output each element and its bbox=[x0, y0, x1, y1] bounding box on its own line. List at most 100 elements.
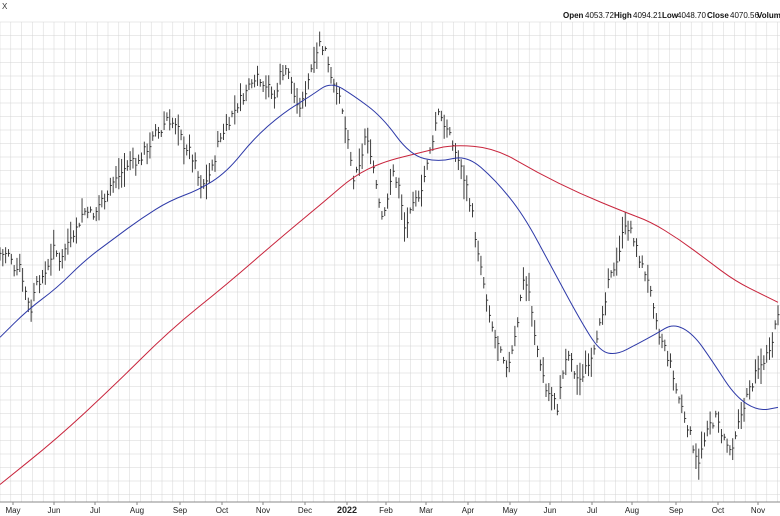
ohlc-bar bbox=[517, 317, 520, 328]
ohlc-bar bbox=[282, 65, 285, 81]
ohlc-bar bbox=[118, 158, 121, 190]
ohlc-bar bbox=[409, 207, 412, 214]
ohlc-bar bbox=[53, 229, 56, 260]
ohlc-bar bbox=[194, 152, 197, 170]
ohlc-bar bbox=[361, 143, 364, 170]
ohlc-bar bbox=[681, 394, 684, 414]
ohlc-bar bbox=[197, 171, 200, 186]
ohlc-bar bbox=[771, 332, 774, 358]
ohlc-bar bbox=[341, 108, 344, 114]
ohlc-bar bbox=[135, 157, 138, 176]
ohlc-bar bbox=[203, 179, 206, 189]
ohlc-bar bbox=[174, 118, 178, 135]
ohlc-bar bbox=[568, 350, 571, 361]
ohlc-bar bbox=[44, 261, 47, 285]
ohlc-bar bbox=[5, 247, 8, 264]
ohlc-bar bbox=[480, 255, 483, 276]
ohlc-bar bbox=[670, 353, 673, 368]
ohlc-bar bbox=[624, 212, 627, 235]
ohlc-bar bbox=[177, 114, 180, 146]
ohlc-bar bbox=[582, 364, 585, 382]
ohlc-bar bbox=[25, 286, 28, 300]
ohlc-bar bbox=[472, 203, 475, 218]
ohlc-bar bbox=[245, 84, 248, 102]
ohlc-bar bbox=[737, 409, 740, 429]
ohlc-bar bbox=[571, 352, 574, 372]
ohlc-bar bbox=[457, 150, 460, 171]
ohlc-bar bbox=[446, 119, 449, 138]
ohlc-bar bbox=[421, 174, 424, 207]
ohlc-bar bbox=[401, 194, 404, 220]
ohlc-bar bbox=[613, 262, 616, 277]
x-tick-label: Nov bbox=[751, 506, 765, 515]
ohlc-bar bbox=[692, 445, 695, 454]
ohlc-bar bbox=[463, 165, 466, 200]
ohlc-bar bbox=[667, 350, 670, 367]
ohlc-bar bbox=[276, 82, 279, 98]
ohlc-bar bbox=[256, 65, 260, 86]
ohlc-bar bbox=[701, 431, 704, 459]
ohlc-bar bbox=[554, 393, 557, 410]
ohlc-bar bbox=[61, 249, 64, 269]
ohlc-bar bbox=[644, 271, 647, 282]
x-tick-label: Sep bbox=[669, 506, 684, 515]
ohlc-bar bbox=[157, 126, 161, 139]
ohlc-bar bbox=[514, 325, 517, 347]
ohlc-bar bbox=[491, 321, 494, 332]
ohlc-bar bbox=[242, 93, 245, 105]
price-bars bbox=[0, 31, 780, 480]
ohlc-bar bbox=[602, 305, 605, 325]
ohlc-bar bbox=[84, 208, 87, 216]
ohlc-bar bbox=[406, 207, 409, 238]
ohlc-bar bbox=[627, 220, 630, 241]
chart-grid bbox=[0, 21, 780, 502]
ohlc-bar bbox=[285, 65, 288, 75]
ohlc-bar bbox=[223, 123, 226, 140]
ohlc-bar bbox=[95, 207, 98, 222]
ohlc-bar bbox=[698, 448, 701, 480]
ohlc-bar bbox=[551, 386, 554, 411]
ohlc-bar bbox=[87, 206, 90, 219]
ohlc-bar bbox=[579, 362, 582, 396]
ohlc-bar bbox=[633, 237, 636, 247]
ohlc-bar bbox=[344, 116, 347, 144]
x-tick-label: Aug bbox=[130, 506, 144, 515]
ohlc-bar bbox=[296, 88, 299, 114]
ohlc-bar bbox=[599, 318, 602, 326]
ohlc-bar bbox=[271, 86, 274, 99]
ohlc-bar bbox=[121, 158, 124, 188]
ohlc-bar bbox=[293, 82, 296, 104]
ohlc-bar bbox=[384, 207, 387, 217]
ohlc-bar bbox=[520, 294, 523, 302]
ohlc-bar bbox=[687, 425, 690, 438]
ohlc-bar bbox=[22, 268, 25, 292]
ohlc-bar bbox=[503, 356, 506, 364]
ohlc-bar bbox=[375, 179, 378, 189]
short-moving-average-line bbox=[0, 84, 779, 411]
x-tick-label: Jun bbox=[48, 506, 61, 515]
ohlc-bar bbox=[689, 426, 692, 435]
ohlc-bar bbox=[494, 329, 497, 349]
ohlc-bar bbox=[596, 330, 599, 343]
ohlc-bar bbox=[619, 235, 622, 262]
ohlc-bar bbox=[370, 139, 373, 165]
x-tick-label: Jul bbox=[90, 506, 100, 515]
ohlc-bar bbox=[593, 344, 596, 355]
ohlc-bar bbox=[641, 255, 644, 269]
ohlc-bar bbox=[322, 45, 325, 56]
ohlc-bar bbox=[143, 141, 146, 155]
ohlc-bar bbox=[621, 216, 624, 249]
ohlc-bar bbox=[279, 63, 282, 85]
ohlc-bar bbox=[8, 249, 11, 257]
ohlc-bar bbox=[438, 108, 441, 116]
ohlc-bar bbox=[712, 422, 715, 429]
ohlc-bar bbox=[404, 212, 407, 242]
ohlc-bar bbox=[220, 132, 223, 143]
ohlc-bar bbox=[109, 177, 112, 196]
ohlc-bar bbox=[460, 159, 463, 180]
ohlc-bar bbox=[231, 110, 234, 118]
ohlc-bar bbox=[732, 438, 735, 461]
ohlc-bar bbox=[302, 91, 305, 109]
ohlc-bar bbox=[604, 292, 608, 316]
ohlc-bar bbox=[616, 247, 619, 276]
